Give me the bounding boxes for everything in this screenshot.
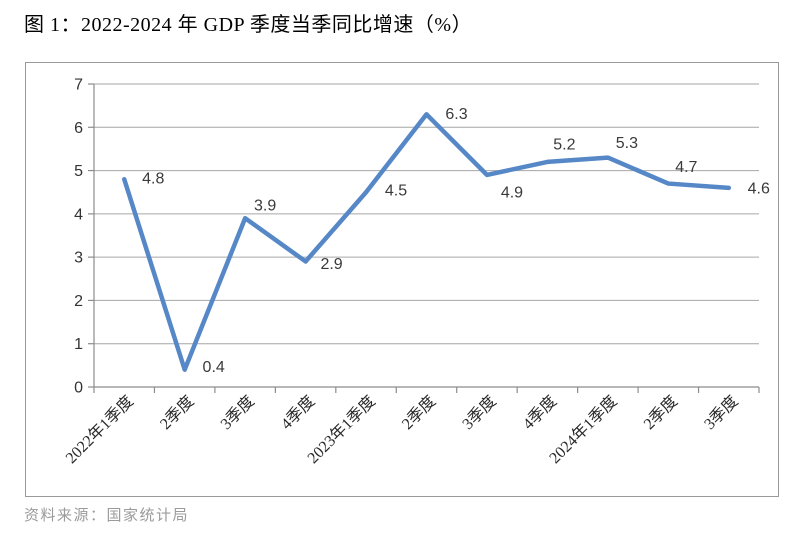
y-axis-tick-label: 3	[74, 250, 83, 267]
data-label: 6.3	[445, 106, 467, 123]
x-axis-category-label: 3季度	[459, 392, 500, 433]
x-axis-category-label: 2022年1季度	[62, 392, 137, 467]
x-axis-category-label: 2季度	[640, 392, 681, 433]
y-axis-tick-label: 4	[74, 206, 83, 223]
y-axis-tick-label: 0	[74, 380, 83, 397]
x-axis-category-label: 3季度	[217, 392, 258, 433]
y-axis-tick-label: 6	[74, 120, 83, 137]
y-axis-tick-label: 2	[74, 293, 83, 310]
y-axis-tick-label: 5	[74, 163, 83, 180]
data-label: 5.3	[616, 135, 638, 152]
y-axis-tick-label: 7	[74, 77, 83, 94]
x-axis-category-label: 4季度	[519, 392, 560, 433]
source-note: 资料来源：国家统计局	[24, 508, 190, 524]
data-label: 0.4	[203, 359, 225, 376]
x-axis-category-label: 2季度	[398, 392, 439, 433]
data-label: 4.7	[675, 159, 697, 176]
y-axis-tick-label: 1	[74, 336, 83, 353]
data-line	[121, 112, 732, 372]
chart-frame: 0 1 2 3 4 5 6 7 2022年1季度 2季度 3季度 4季度 2023年1季度 2季度 3季度 4…	[25, 62, 779, 497]
data-label: 2.9	[320, 256, 342, 273]
data-label: 3.9	[254, 198, 276, 215]
x-axis-category-label: 2季度	[156, 392, 197, 433]
data-label: 4.6	[748, 180, 770, 197]
data-label: 4.9	[501, 184, 523, 201]
data-label: 4.5	[385, 183, 407, 200]
figure-title: 图 1：2022-2024 年 GDP 季度当季同比增速（%）	[24, 14, 473, 36]
x-axis-category-label: 3季度	[701, 392, 742, 433]
data-label: 4.8	[142, 171, 164, 188]
x-axis-category-label: 4季度	[277, 392, 318, 433]
data-label: 5.2	[553, 136, 575, 153]
